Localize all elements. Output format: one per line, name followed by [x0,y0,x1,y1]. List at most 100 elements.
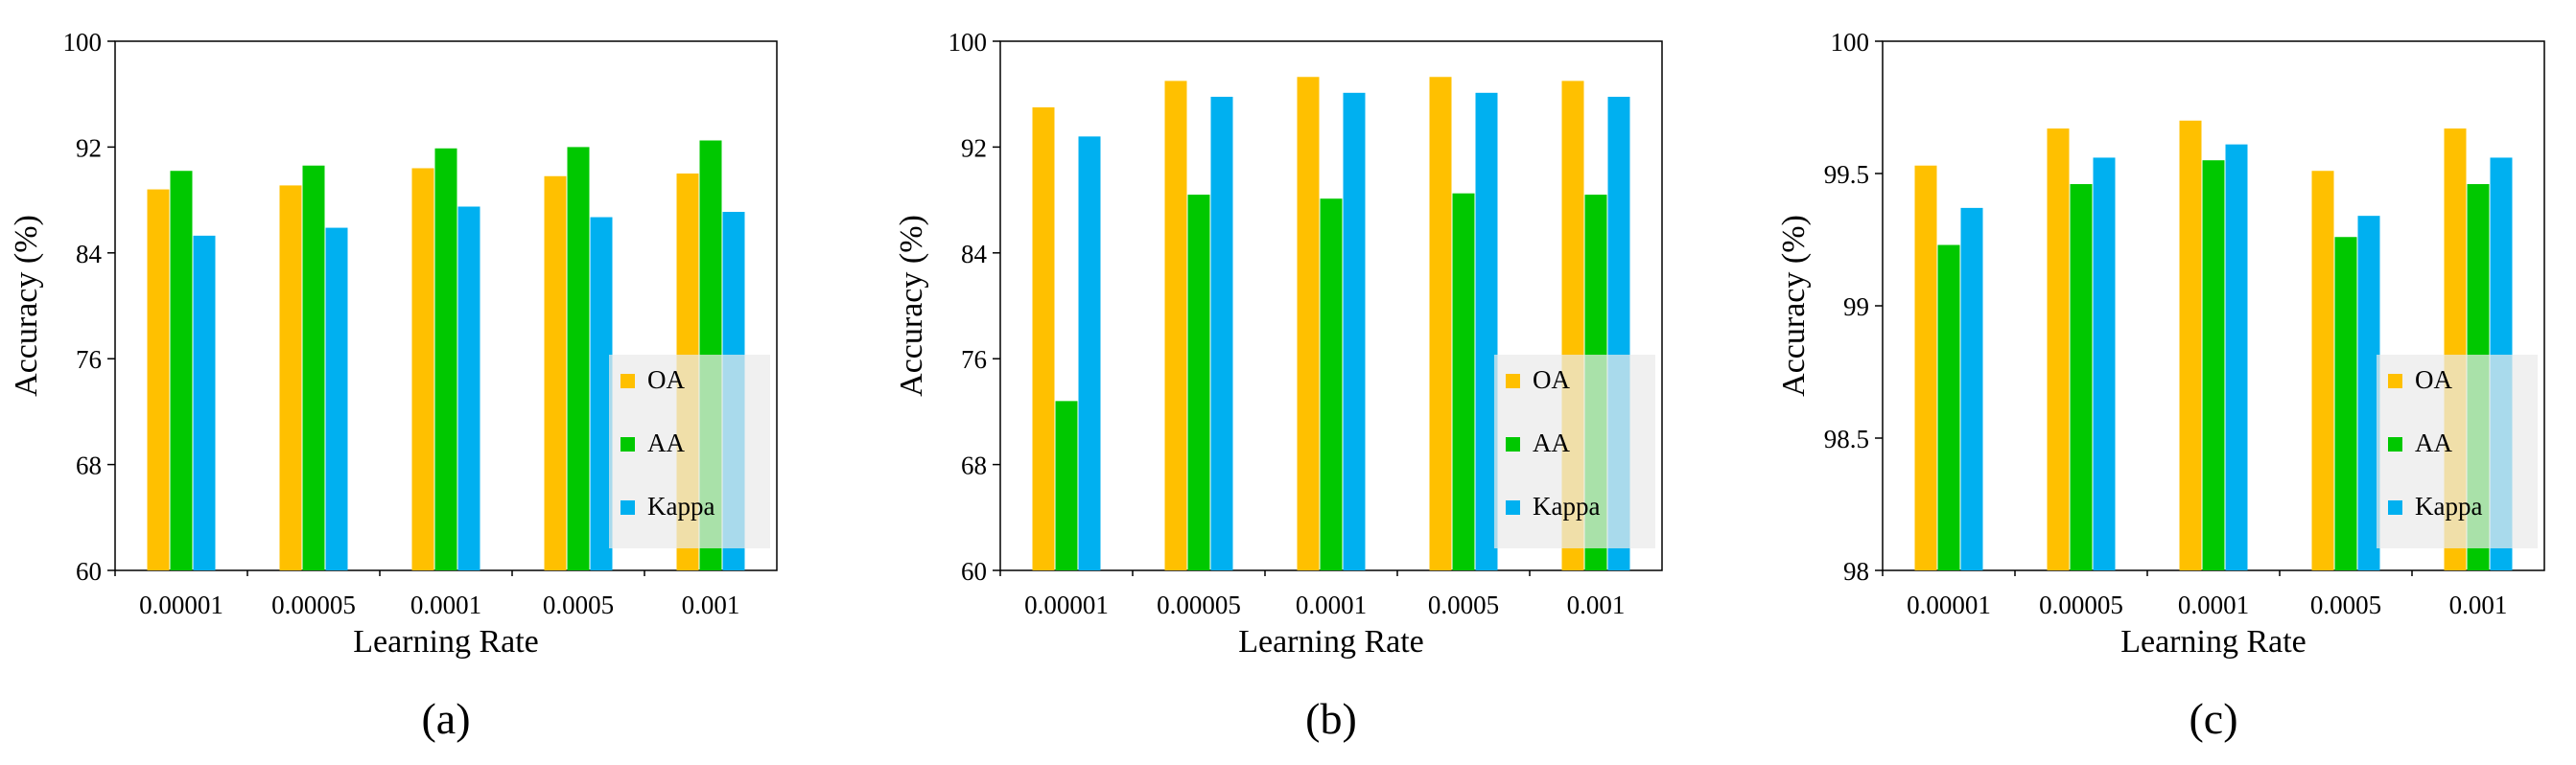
bar-oa-2 [2047,128,2070,570]
bar-oa-3 [411,168,434,571]
y-tick-label: 92 [76,133,102,162]
y-tick-label: 84 [76,240,103,268]
bar-aa-1 [170,171,193,571]
y-tick-label: 60 [961,557,987,586]
x-tick-label: 0.00005 [1157,591,1241,619]
legend-label-aa: AA [1533,429,1570,457]
bar-aa-2 [302,165,325,570]
bar-kappa-2 [325,227,348,570]
bar-aa-4 [2334,237,2357,571]
y-tick-label: 99 [1843,292,1869,321]
y-tick-label: 100 [948,28,988,57]
bar-aa-3 [434,148,457,570]
bar-oa-1 [1032,107,1055,570]
x-tick-label: 0.001 [2449,591,2508,619]
x-tick-label: 0.0005 [1428,591,1499,619]
y-tick-label: 92 [961,133,987,162]
legend-background [609,355,770,548]
legend-label-oa: OA [2415,365,2452,394]
bar-oa-4 [544,175,567,570]
bar-aa-3 [1320,198,1343,570]
chart-panel-1: 60 68 76 84 92 100 0.00001 0.00005 0.0001 0.0005 0… [9,28,778,743]
bar-aa-4 [1452,193,1475,570]
x-tick-label: 0.0001 [410,591,481,619]
bar-kappa-4 [2357,216,2380,570]
bar-kappa-1 [1078,136,1101,571]
bar-oa-2 [279,185,302,571]
panel-label: (c) [2189,694,2237,743]
y-axis-title: Accuracy (%) [1776,215,1812,397]
bar-kappa-1 [1960,207,1983,570]
x-tick-label: 0.0001 [2178,591,2249,619]
x-tick-label: 0.0001 [1296,591,1367,619]
bar-oa-4 [1429,77,1452,570]
legend-label-oa: OA [647,365,685,394]
y-tick-label: 100 [63,28,103,57]
bar-aa-1 [1937,244,1960,570]
chart-panel-2: 60 68 76 84 92 100 0.00001 0.00005 0.0001 0.0005 0… [894,28,1663,743]
x-tick-label: 0.00005 [271,591,356,619]
bar-oa-2 [1164,81,1187,571]
panel-label: (a) [421,694,470,743]
x-tick-label: 0.001 [1567,591,1626,619]
bar-kappa-4 [590,217,613,571]
x-tick-label: 0.0005 [543,591,614,619]
x-tick-label: 0.0005 [2310,591,2381,619]
x-tick-label: 0.00001 [139,591,223,619]
bar-aa-4 [567,147,590,570]
y-tick-label: 98 [1843,557,1869,586]
y-tick-label: 100 [1831,28,1870,57]
legend-swatch-kappa [621,500,635,515]
bar-oa-3 [1297,77,1320,570]
bar-oa-1 [147,189,170,570]
y-tick-label: 98.5 [1824,425,1869,453]
legend: OA AA Kappa [609,355,770,548]
y-tick-label: 99.5 [1824,160,1869,189]
legend-label-oa: OA [1533,365,1570,394]
bar-kappa-2 [1210,96,1233,571]
y-axis-title: Accuracy (%) [9,215,44,397]
bar-aa-2 [1187,195,1210,570]
bar-oa-4 [2311,171,2334,571]
bar-oa-1 [1914,165,1937,570]
y-tick-label: 76 [76,345,102,374]
y-tick-label: 68 [76,452,102,480]
legend: OA AA Kappa [1494,355,1655,548]
y-tick-label: 60 [76,557,102,586]
x-tick-label: 0.001 [682,591,740,619]
bar-kappa-4 [1475,92,1498,570]
bar-kappa-2 [2093,157,2116,570]
panel-label: (b) [1305,694,1357,743]
bar-kappa-3 [457,206,480,570]
legend-label-kappa: Kappa [2415,492,2482,521]
legend-label-kappa: Kappa [1533,492,1600,521]
y-tick-label: 84 [961,240,988,268]
x-axis-title: Learning Rate [1238,624,1424,660]
bar-kappa-3 [2225,144,2248,570]
legend-background [2377,355,2538,548]
y-tick-label: 76 [961,345,987,374]
legend: OA AA Kappa [2377,355,2538,548]
legend-background [1494,355,1655,548]
legend-label-kappa: Kappa [647,492,714,521]
legend-swatch-aa [1506,437,1520,452]
legend-swatch-kappa [1506,500,1520,515]
legend-label-aa: AA [2415,429,2452,457]
bar-kappa-3 [1343,92,1366,570]
bar-kappa-1 [193,235,216,571]
legend-swatch-oa [621,374,635,388]
x-tick-label: 0.00005 [2039,591,2123,619]
x-axis-title: Learning Rate [2120,624,2307,660]
legend-swatch-kappa [2388,500,2402,515]
x-tick-label: 0.00001 [1024,591,1109,619]
legend-label-aa: AA [647,429,685,457]
y-tick-label: 68 [961,452,987,480]
legend-swatch-aa [621,437,635,452]
legend-swatch-oa [2388,374,2402,388]
legend-swatch-oa [1506,374,1520,388]
bar-aa-1 [1055,401,1078,570]
bar-aa-3 [2202,160,2225,570]
legend-swatch-aa [2388,437,2402,452]
x-tick-label: 0.00001 [1907,591,1991,619]
